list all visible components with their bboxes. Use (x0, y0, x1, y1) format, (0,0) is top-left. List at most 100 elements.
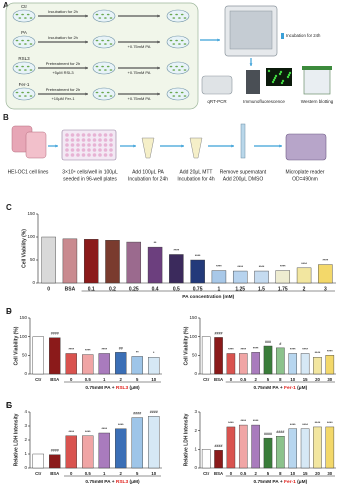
bar (62, 238, 78, 284)
well (76, 133, 80, 137)
label: 15 (303, 377, 308, 382)
cell (21, 91, 24, 94)
well (76, 153, 80, 157)
bar (251, 352, 260, 375)
label: 150 (189, 315, 197, 320)
cell (178, 43, 181, 45)
cell (29, 43, 33, 45)
label: Incubation for 2h (48, 35, 78, 40)
label: F (6, 307, 11, 316)
bar (318, 264, 333, 284)
label: E (6, 401, 12, 410)
label: +10μM Fer-1 (51, 96, 75, 101)
label: 1.75 (278, 286, 288, 292)
arrow-head (85, 14, 88, 18)
cell (180, 65, 184, 68)
label: 0 (24, 465, 27, 470)
bar (83, 239, 99, 284)
label: 2 (303, 286, 306, 292)
label: **** (301, 262, 307, 266)
well (76, 138, 80, 142)
label: 0 (230, 377, 233, 382)
well (70, 138, 75, 142)
arrow-head (157, 66, 160, 70)
label: Fer-1 (19, 82, 30, 87)
label: Immunofluorescence (243, 99, 285, 104)
label: 10 (151, 377, 156, 382)
cell (175, 39, 179, 42)
x-axis-label-part: Fer-1 (284, 479, 296, 485)
cell (104, 69, 107, 71)
bar (251, 424, 260, 469)
cell (169, 39, 173, 42)
cell (21, 13, 24, 16)
label: ** (154, 241, 157, 245)
arrow-head (181, 144, 184, 148)
fluor-cell (274, 74, 278, 78)
label: 1 (103, 377, 106, 382)
well (109, 153, 113, 157)
label: 0 (70, 471, 73, 476)
arrow-head (133, 144, 136, 148)
tube (189, 137, 203, 159)
cell (26, 13, 30, 16)
label: #### (133, 412, 141, 416)
label: 0 (70, 377, 73, 382)
bar (325, 355, 335, 375)
label: Ctr (35, 377, 42, 382)
label: G (6, 401, 12, 410)
cell (18, 95, 22, 97)
label: 150 (27, 211, 35, 216)
fluor-cell (272, 78, 276, 82)
well (76, 143, 80, 147)
bar (232, 270, 248, 284)
cell (104, 17, 107, 19)
well (87, 143, 91, 147)
well (81, 138, 86, 142)
label: 1 (103, 471, 106, 476)
bar (226, 353, 236, 375)
well (103, 143, 108, 147)
bar (131, 417, 143, 469)
label: #### (51, 332, 59, 336)
label: **** (327, 349, 333, 353)
fluor-cell (288, 71, 292, 75)
cell (26, 91, 30, 94)
well (87, 133, 91, 137)
panel-letter: B (3, 113, 9, 122)
x-axis-label-part: (μM) (296, 385, 308, 391)
bar (276, 347, 285, 375)
label: **** (101, 427, 107, 431)
label: **** (228, 421, 234, 425)
cell (98, 43, 102, 45)
label: 5 (136, 377, 139, 382)
cell (101, 65, 104, 68)
cell (26, 39, 30, 42)
cell (169, 91, 173, 94)
label: **** (68, 430, 74, 434)
label: 50 (192, 353, 198, 358)
cell (21, 39, 24, 42)
arrow-head (217, 38, 220, 42)
label: 3 (194, 409, 197, 414)
label: RSL3 (18, 56, 30, 61)
label: Cell Viability (%) (183, 326, 189, 365)
well (81, 148, 86, 152)
bar (49, 337, 61, 375)
label: 30 (327, 471, 332, 476)
well (92, 138, 97, 142)
fluor-cell (279, 70, 283, 74)
bar (276, 436, 285, 469)
well (109, 143, 113, 147)
cell (24, 69, 27, 71)
label: 0.25 (129, 286, 139, 292)
x-axis-label: 0.75mM PA + RSL3 (μM) (85, 479, 140, 485)
fluor-cell (280, 81, 284, 85)
tube (141, 137, 155, 159)
label: Pretreatment for 2h (46, 87, 80, 92)
x-axis-label-part: 0.75mM PA + (85, 479, 116, 485)
well (65, 138, 69, 142)
label: 1 (24, 451, 27, 456)
bar (254, 270, 269, 284)
bar (105, 240, 120, 284)
